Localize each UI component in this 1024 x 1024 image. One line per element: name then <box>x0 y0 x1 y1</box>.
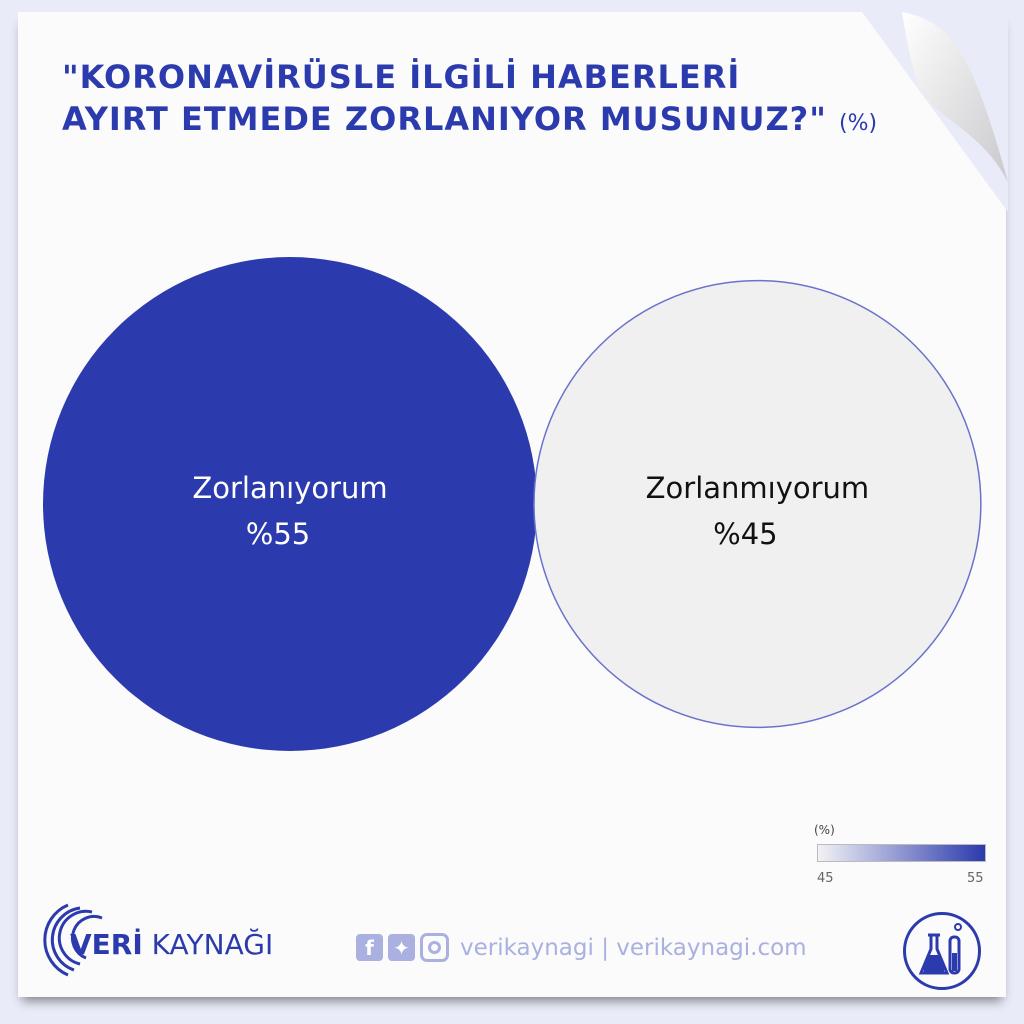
legend-color-scale <box>817 844 986 862</box>
twitter-icon[interactable]: ✦ <box>388 934 415 961</box>
title-line-2: AYIRT ETMEDE ZORLANIYOR MUSUNUZ?" <box>62 100 827 138</box>
legend-min: 45 <box>817 871 834 886</box>
title-unit: (%) <box>839 111 878 136</box>
bubble-zorlaniyorum <box>43 257 537 751</box>
title-line-1: "KORONAVİRÜSLE İLGİLİ HABERLERİ <box>62 58 741 96</box>
lab-flask-icon <box>903 912 981 990</box>
brand-bold: VERİ <box>70 928 143 961</box>
page-curl <box>862 12 1008 212</box>
bubble-label-zorlaniyorum: Zorlanıyorum <box>192 471 387 505</box>
brand-rest: KAYNAĞI <box>142 928 274 961</box>
social-handle[interactable]: verikaynagi | verikaynagi.com <box>460 934 807 961</box>
instagram-icon[interactable] <box>420 933 449 962</box>
facebook-icon[interactable]: f <box>356 934 383 961</box>
social-links: f ✦ verikaynagi | verikaynagi.com <box>356 933 807 962</box>
bubble-zorlanmiyorum <box>533 279 982 729</box>
legend-max: 55 <box>967 871 984 886</box>
legend-title: (%) <box>814 823 835 837</box>
veri-kaynagi-logo-icon <box>43 903 103 977</box>
chart-title: "KORONAVİRÜSLE İLGİLİ HABERLERİ AYIRT ET… <box>62 56 877 145</box>
bubble-value-zorlanmiyorum: %45 <box>713 517 777 551</box>
bubble-label-zorlanmiyorum: Zorlanmıyorum <box>646 471 870 505</box>
brand-name: VERİ KAYNAĞI <box>70 928 273 961</box>
bubble-value-zorlaniyorum: %55 <box>246 517 310 551</box>
